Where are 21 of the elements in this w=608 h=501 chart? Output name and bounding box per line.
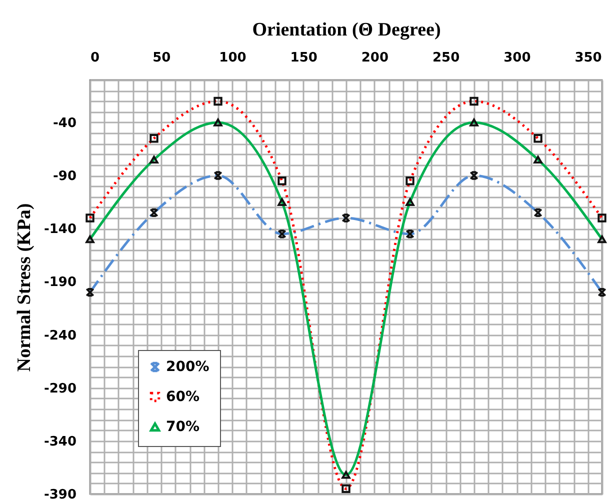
y-tick-label: -140 <box>44 222 76 238</box>
x-tick-label: 100 <box>219 50 246 66</box>
y-tick-label: -190 <box>44 275 76 290</box>
x-tick-label: 250 <box>432 50 460 66</box>
legend-label: 60% <box>166 389 200 405</box>
y-axis-title: Normal Stress (KPa) <box>14 203 35 372</box>
y-tick-label: -90 <box>53 169 76 184</box>
y-tick-label: -340 <box>44 434 76 450</box>
legend-label: 70% <box>166 419 200 435</box>
legend-label: 200% <box>166 359 210 375</box>
y-tick-label: -40 <box>53 116 76 131</box>
x-tick-label: 50 <box>152 50 171 66</box>
x-tick-label: 200 <box>361 50 389 66</box>
x-axis-title: Orientation (Θ Degree) <box>252 20 441 40</box>
x-tick-label: 0 <box>90 50 100 66</box>
x-tick-label: 300 <box>504 50 531 66</box>
y-tick-label: -240 <box>44 328 76 344</box>
y-tick-label: -290 <box>44 381 76 396</box>
y-tick-label: -390 <box>44 488 76 501</box>
x-tick-label: 350 <box>574 50 602 66</box>
x-tick-label: 150 <box>290 50 318 66</box>
